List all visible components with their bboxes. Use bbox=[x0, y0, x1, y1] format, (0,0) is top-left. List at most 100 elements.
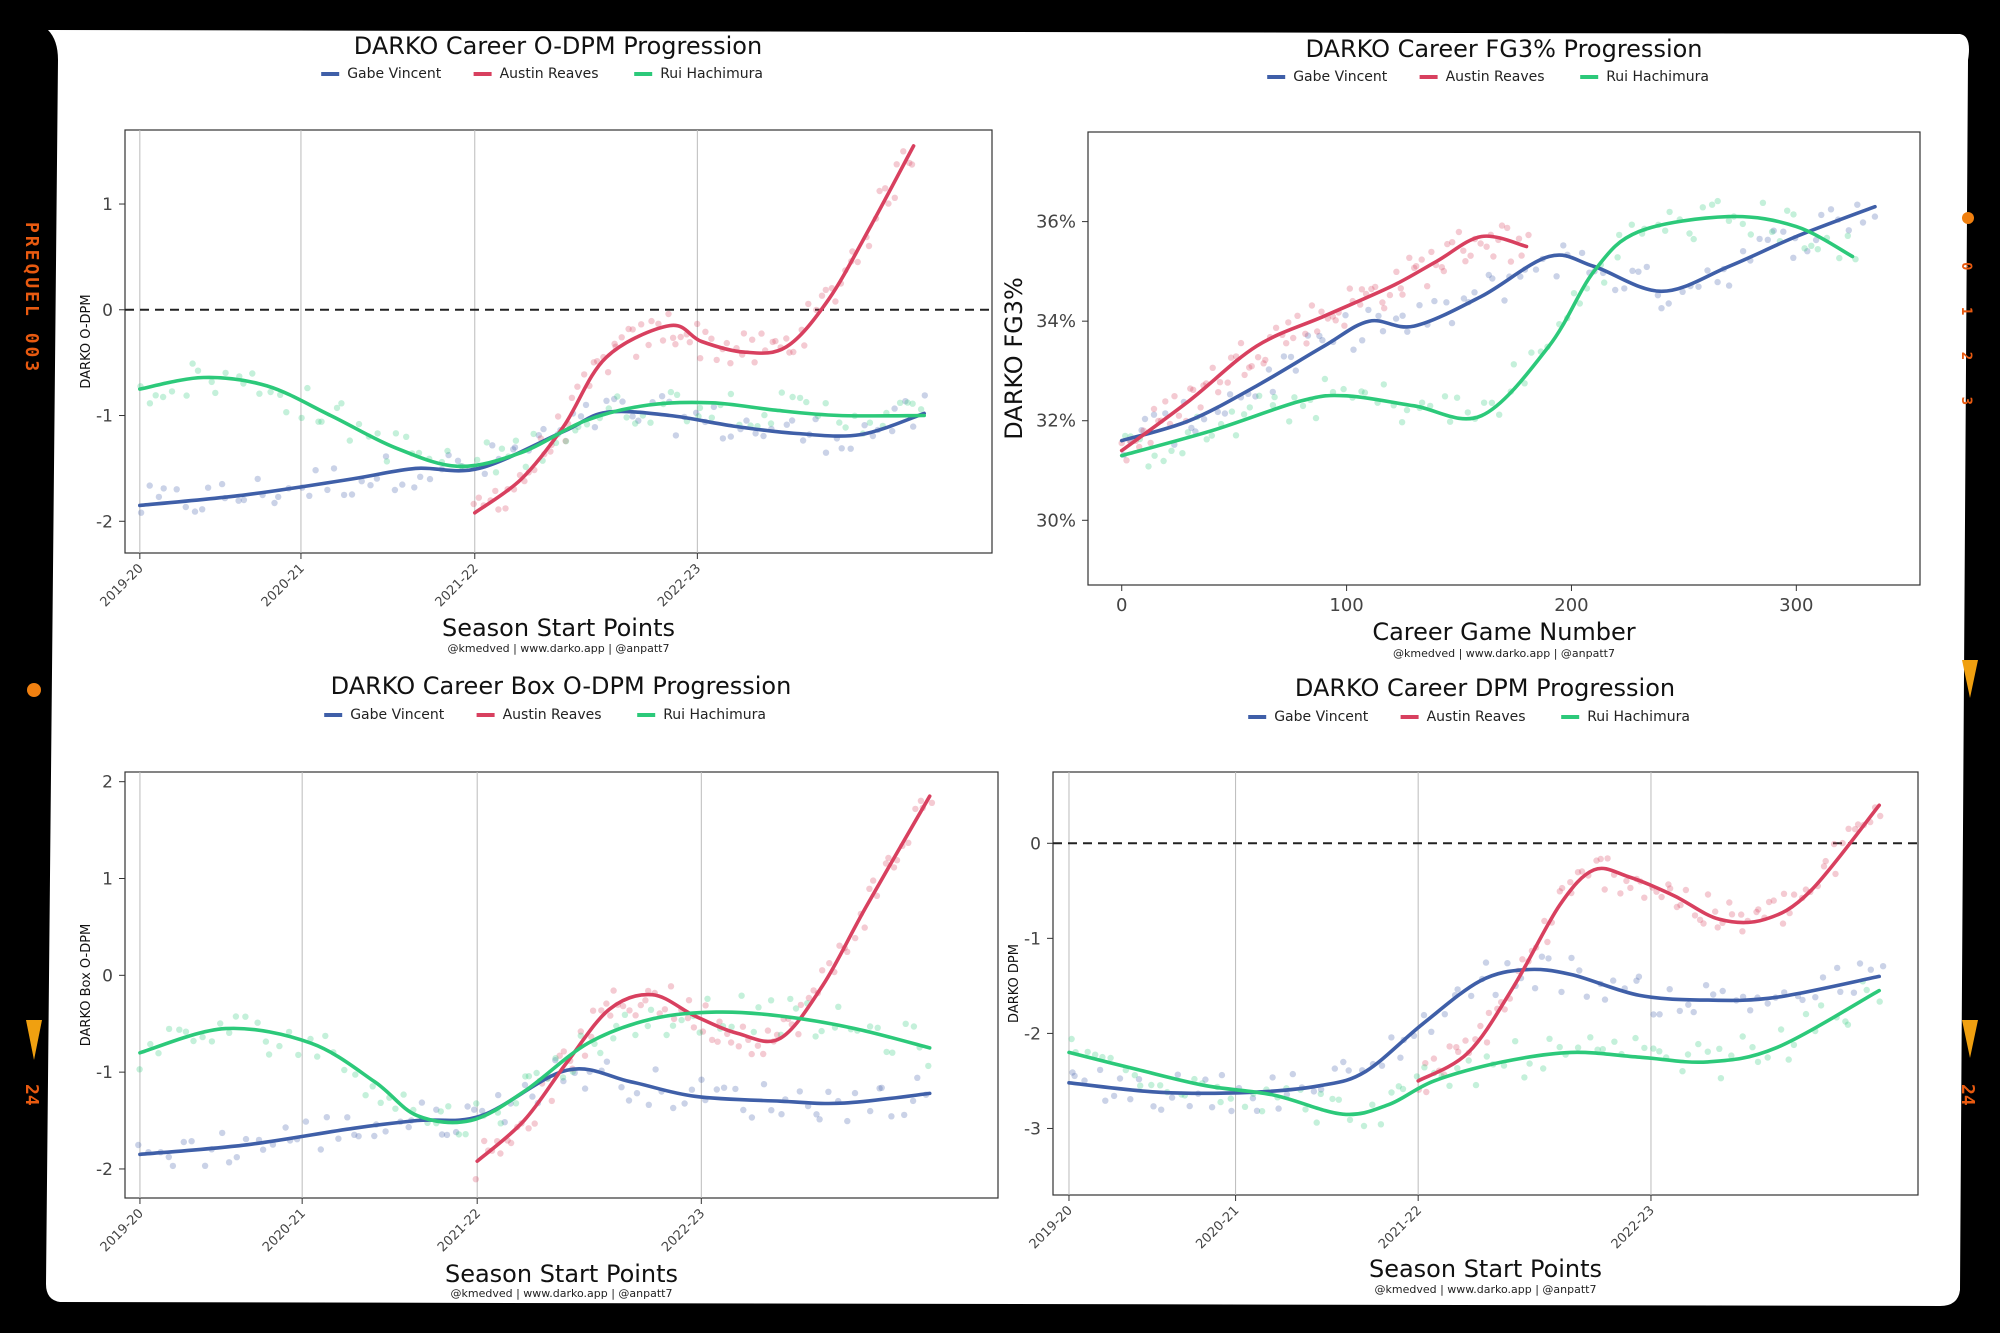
data-point-gabe bbox=[1388, 1034, 1395, 1041]
data-point-gabe bbox=[1420, 1011, 1428, 1019]
data-point-austin bbox=[773, 1031, 781, 1039]
data-point-gabe bbox=[1654, 292, 1662, 299]
data-point-austin bbox=[589, 1007, 597, 1014]
series-line-rui bbox=[1119, 214, 1855, 458]
data-point-rui bbox=[267, 388, 274, 396]
data-point-rui bbox=[182, 1028, 190, 1035]
data-point-austin bbox=[475, 494, 482, 501]
data-point-rui bbox=[374, 430, 381, 437]
data-point-gabe bbox=[844, 1117, 851, 1125]
chart-legend: Gabe Vincent Austin Reaves Rui Hachimura bbox=[324, 707, 766, 723]
data-point-rui bbox=[199, 1033, 206, 1041]
data-point-austin bbox=[713, 356, 720, 364]
chart-legend: Gabe Vincent Austin Reaves Rui Hachimura bbox=[1248, 709, 1690, 725]
data-point-austin bbox=[677, 333, 684, 341]
data-point-gabe bbox=[317, 1146, 324, 1153]
data-point-austin bbox=[1498, 222, 1506, 229]
data-point-gabe bbox=[399, 481, 406, 488]
data-point-gabe bbox=[1162, 410, 1169, 417]
data-point-rui bbox=[176, 1026, 183, 1033]
data-point-austin bbox=[1839, 839, 1846, 847]
data-point-austin bbox=[598, 1007, 605, 1014]
data-point-gabe bbox=[225, 1159, 233, 1166]
data-point-gabe bbox=[1635, 268, 1642, 275]
plot-area bbox=[124, 129, 993, 554]
data-point-austin bbox=[917, 797, 925, 804]
data-point-rui bbox=[265, 1051, 273, 1058]
data-point-gabe bbox=[1666, 986, 1673, 993]
data-point-gabe bbox=[1365, 306, 1372, 314]
data-point-rui bbox=[1601, 279, 1608, 286]
data-point-austin bbox=[786, 349, 793, 356]
data-point-gabe bbox=[740, 1106, 747, 1114]
data-point-rui bbox=[1441, 393, 1449, 400]
data-point-austin bbox=[1368, 285, 1375, 293]
legend-label-gabe: Gabe Vincent bbox=[1293, 69, 1388, 85]
data-point-austin bbox=[1187, 385, 1194, 392]
data-point-gabe bbox=[373, 475, 381, 482]
data-point-gabe bbox=[160, 485, 167, 492]
frame-label-right: 0 1 2 3 bbox=[1958, 262, 1974, 419]
data-point-austin bbox=[751, 359, 758, 366]
data-point-austin bbox=[1802, 886, 1810, 893]
data-point-austin bbox=[1477, 1022, 1484, 1030]
data-point-austin bbox=[1739, 928, 1746, 935]
data-point-gabe bbox=[1501, 297, 1508, 304]
data-point-gabe bbox=[1228, 1107, 1235, 1115]
data-point-gabe bbox=[619, 398, 626, 405]
data-point-rui bbox=[667, 388, 675, 396]
data-point-austin bbox=[826, 960, 833, 967]
data-point-austin bbox=[1519, 956, 1526, 963]
data-point-rui bbox=[1299, 402, 1307, 410]
data-point-gabe bbox=[1331, 1065, 1339, 1072]
data-point-austin bbox=[1770, 897, 1777, 904]
data-point-austin bbox=[1171, 393, 1178, 400]
data-point-rui bbox=[583, 421, 591, 428]
data-point-gabe bbox=[275, 493, 282, 501]
data-point-austin bbox=[866, 885, 873, 892]
data-point-austin bbox=[655, 320, 662, 327]
data-point-gabe bbox=[1102, 1097, 1109, 1104]
data-point-austin bbox=[754, 1042, 762, 1049]
data-point-gabe bbox=[878, 1084, 885, 1092]
data-point-gabe bbox=[1304, 332, 1312, 339]
data-point-gabe bbox=[1633, 977, 1640, 984]
data-point-gabe bbox=[603, 397, 610, 404]
data-point-austin bbox=[603, 1000, 610, 1007]
data-point-gabe bbox=[1780, 228, 1787, 235]
data-point-rui bbox=[322, 1032, 329, 1040]
data-point-austin bbox=[876, 187, 883, 195]
data-point-austin bbox=[1209, 364, 1216, 371]
data-point-gabe bbox=[1375, 312, 1382, 320]
data-point-austin bbox=[684, 1014, 692, 1022]
data-point-rui bbox=[708, 414, 715, 421]
data-point-rui bbox=[559, 1074, 567, 1081]
data-point-rui bbox=[889, 1049, 896, 1056]
data-point-gabe bbox=[1135, 1076, 1143, 1083]
data-point-gabe bbox=[1656, 1011, 1663, 1018]
data-point-austin bbox=[1227, 354, 1235, 361]
data-point-rui bbox=[1203, 436, 1210, 443]
data-point-rui bbox=[146, 400, 154, 407]
data-point-rui bbox=[1346, 1116, 1354, 1124]
data-point-gabe bbox=[783, 421, 790, 428]
data-point-gabe bbox=[1739, 248, 1747, 255]
data-point-austin bbox=[686, 339, 693, 346]
data-point-austin bbox=[882, 185, 889, 192]
data-point-gabe bbox=[1756, 235, 1763, 243]
data-point-rui bbox=[1427, 402, 1434, 410]
data-point-rui bbox=[1716, 1045, 1723, 1053]
y-tick-label: -1 bbox=[96, 407, 113, 427]
data-point-rui bbox=[1399, 1085, 1407, 1093]
data-point-austin bbox=[749, 336, 756, 343]
data-point-rui bbox=[1446, 1082, 1453, 1090]
data-point-austin bbox=[844, 948, 851, 955]
data-point-austin bbox=[1597, 855, 1604, 863]
data-point-rui bbox=[1271, 393, 1278, 401]
x-axis-label: Season Start Points bbox=[445, 1260, 678, 1288]
chart-credit: @kmedved | www.darko.app | @anpatt7 bbox=[1393, 647, 1615, 660]
data-point-rui bbox=[1340, 385, 1347, 393]
data-point-rui bbox=[669, 1022, 677, 1029]
data-point-rui bbox=[673, 391, 681, 398]
data-point-gabe bbox=[1790, 254, 1797, 261]
